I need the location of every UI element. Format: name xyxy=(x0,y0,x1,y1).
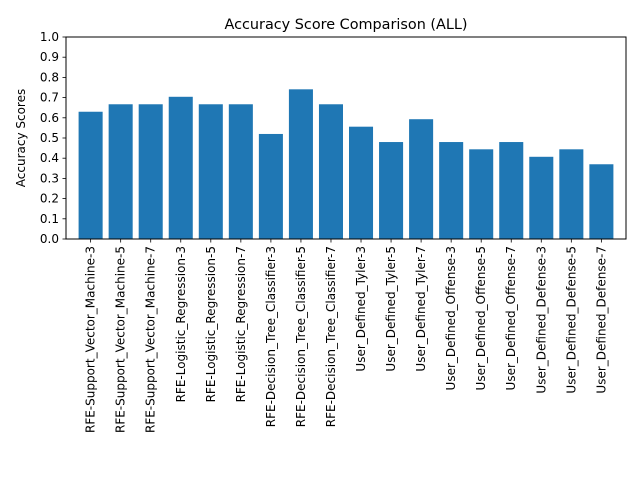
x-tick-label-12: User_Defined_Offense-3 xyxy=(444,246,458,390)
y-axis-ticks: 0.0 0.1 0.2 0.3 0.4 0.5 0.6 0.7 0.8 0.9 1.0 xyxy=(40,30,66,246)
chart-title: Accuracy Score Comparison (ALL) xyxy=(225,17,468,33)
x-tick-label-9: User_Defined_Tyler-3 xyxy=(354,246,368,372)
x-tick-label-10: User_Defined_Tyler-5 xyxy=(384,246,398,372)
bars-group xyxy=(78,89,614,240)
x-tick-label-6: RFE-Decision_Tree_Classifier-3 xyxy=(264,246,278,427)
bar-11 xyxy=(409,119,434,239)
y-tick-label-10: 1.0 xyxy=(40,30,59,44)
x-tick-label-16: User_Defined_Defense-5 xyxy=(564,246,578,394)
bar-8 xyxy=(318,104,343,240)
y-tick-label-8: 0.8 xyxy=(40,70,59,84)
x-tick-label-14: User_Defined_Offense-7 xyxy=(504,246,518,390)
x-tick-label-8: RFE-Decision_Tree_Classifier-7 xyxy=(324,246,338,427)
y-tick-label-7: 0.7 xyxy=(40,91,59,105)
bar-10 xyxy=(379,142,404,239)
bar-4 xyxy=(198,104,223,240)
y-tick-label-9: 0.9 xyxy=(40,50,59,64)
bar-17 xyxy=(589,164,614,239)
bar-3 xyxy=(168,96,193,239)
x-tick-label-1: RFE-Support_Vector_Machine-5 xyxy=(114,246,128,433)
plot-frame xyxy=(65,36,627,240)
bar-14 xyxy=(499,142,524,239)
bar-1 xyxy=(108,104,133,240)
x-tick-label-3: RFE-Logistic_Regression-3 xyxy=(174,246,188,402)
x-tick-label-11: User_Defined_Tyler-7 xyxy=(414,246,428,372)
y-axis-label: Accuracy Scores xyxy=(14,89,28,187)
bar-12 xyxy=(439,142,464,239)
bar-9 xyxy=(349,126,374,239)
x-tick-label-7: RFE-Decision_Tree_Classifier-5 xyxy=(294,246,308,427)
x-tick-label-17: User_Defined_Defense-7 xyxy=(594,246,608,394)
bar-7 xyxy=(288,89,313,239)
x-tick-label-15: User_Defined_Defense-3 xyxy=(534,246,548,394)
x-tick-label-13: User_Defined_Offense-5 xyxy=(474,246,488,390)
y-tick-label-4: 0.4 xyxy=(40,151,59,165)
bar-2 xyxy=(138,104,163,240)
bar-15 xyxy=(529,156,554,239)
y-tick-label-5: 0.5 xyxy=(40,131,59,145)
y-tick-label-6: 0.6 xyxy=(40,111,59,125)
bar-0 xyxy=(78,111,103,239)
y-tick-label-2: 0.2 xyxy=(40,192,59,206)
y-tick-label-3: 0.3 xyxy=(40,171,59,185)
bar-16 xyxy=(559,149,584,239)
bar-13 xyxy=(469,149,494,239)
x-tick-label-5: RFE-Logistic_Regression-7 xyxy=(234,246,248,402)
x-tick-label-0: RFE-Support_Vector_Machine-3 xyxy=(84,246,98,433)
x-tick-label-2: RFE-Support_Vector_Machine-7 xyxy=(144,246,158,433)
x-tick-label-4: RFE-Logistic_Regression-5 xyxy=(204,246,218,402)
y-tick-label-1: 0.1 xyxy=(40,212,59,226)
y-tick-label-0: 0.0 xyxy=(40,232,59,246)
bar-5 xyxy=(228,104,253,240)
bar-6 xyxy=(258,133,283,239)
x-axis-ticks: RFE-Support_Vector_Machine-3 RFE-Support_… xyxy=(84,239,608,433)
